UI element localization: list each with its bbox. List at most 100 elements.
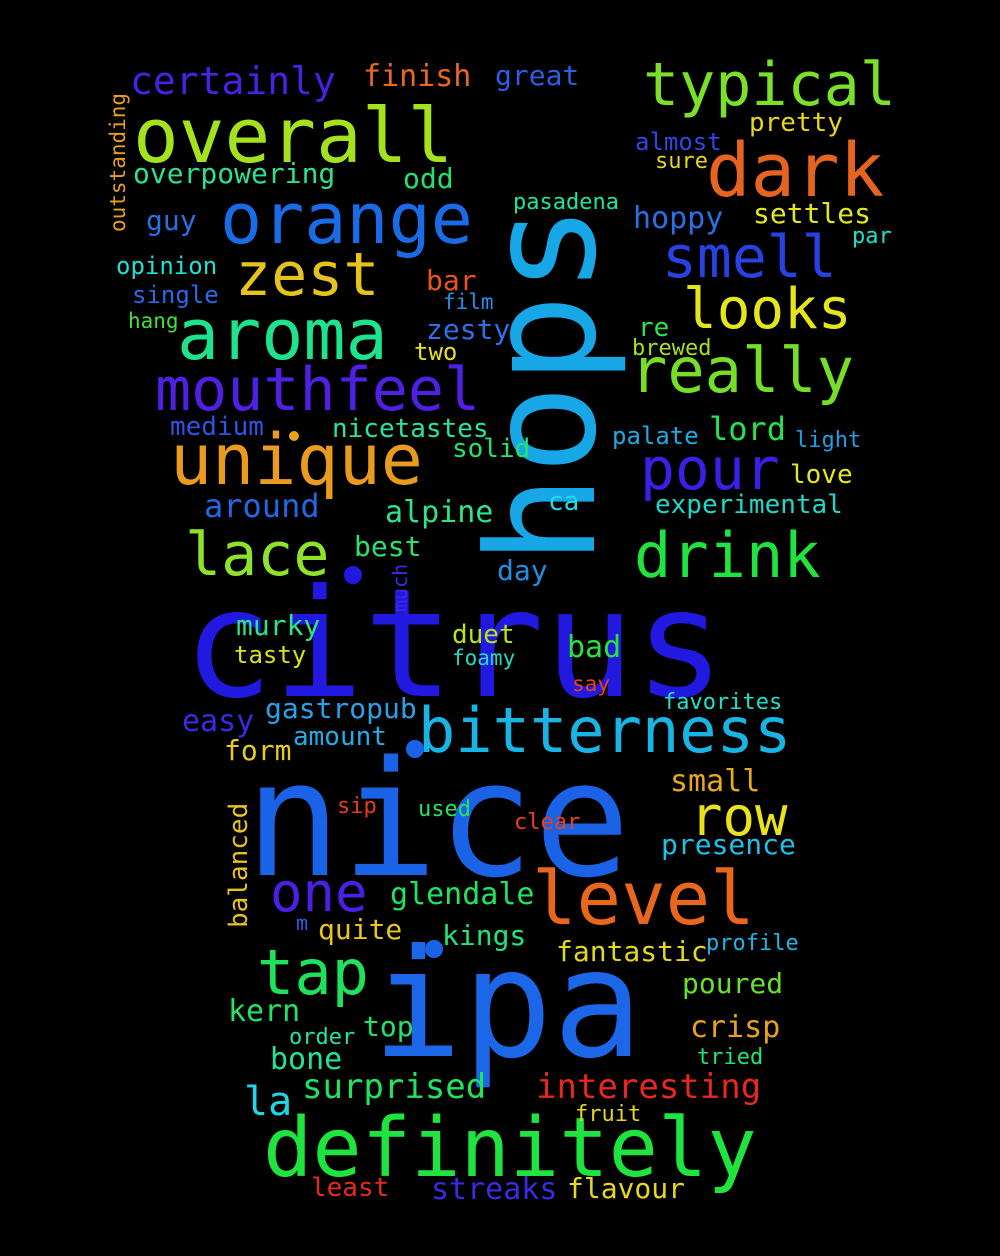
word-sure: sure — [655, 149, 708, 174]
word-pour: pour — [640, 435, 780, 503]
word-sip: sip — [337, 794, 377, 819]
word-poured: poured — [682, 967, 784, 1000]
word-zesty: zesty — [426, 313, 511, 346]
word-experimental: experimental — [655, 490, 843, 520]
word-ca: ca — [548, 487, 580, 517]
word-lord: lord — [709, 410, 787, 448]
word-quite: quite — [318, 913, 403, 946]
word-definitely: definitely — [263, 1101, 757, 1196]
word-citrus: citrus — [183, 558, 725, 732]
word-day: day — [497, 554, 548, 587]
word-drink: drink — [634, 519, 821, 592]
word-easy: easy — [182, 704, 255, 739]
word-single: single — [132, 281, 219, 309]
word-love: love — [790, 460, 853, 490]
word-opinion: opinion — [116, 252, 218, 280]
word-favorites: favorites — [663, 690, 783, 715]
word-dark: dark — [706, 128, 885, 214]
word-hoppy: hoppy — [633, 201, 724, 236]
word-fantastic: fantastic — [556, 935, 708, 968]
word-outstanding: outstanding — [106, 92, 130, 232]
word-row: row — [690, 785, 788, 848]
word-two: two — [414, 338, 458, 366]
word-film: film — [443, 290, 494, 314]
word-much: much — [388, 563, 412, 612]
word-small: small — [670, 764, 761, 799]
word-clear: clear — [514, 810, 581, 835]
word-say: say — [572, 672, 610, 696]
word-pasadena: pasadena — [513, 190, 619, 215]
word-bone: bone — [270, 1042, 343, 1077]
word-palate: palate — [612, 422, 699, 450]
word-least: least — [311, 1173, 390, 1203]
word-amount: amount — [293, 722, 387, 752]
word-really: really — [630, 334, 854, 407]
word-par: par — [852, 224, 892, 249]
word-kings: kings — [442, 919, 527, 952]
word-smell: smell — [662, 223, 837, 291]
word-bad: bad — [567, 630, 622, 665]
word-fruit: fruit — [575, 1102, 642, 1127]
word-presence: presence — [661, 828, 796, 861]
word-great: great — [495, 59, 580, 92]
dot-mark — [406, 740, 424, 758]
word-gastropub: gastropub — [265, 692, 417, 725]
word-certainly: certainly — [130, 59, 336, 103]
word-interesting: interesting — [536, 1067, 762, 1107]
word-nice: nice — [245, 726, 631, 913]
word-murky: murky — [236, 609, 321, 642]
word-mouthfeel: mouthfeel — [155, 355, 481, 425]
word-crisp: crisp — [690, 1010, 781, 1045]
word-re: re — [638, 313, 670, 343]
word-duet: duet — [452, 620, 515, 650]
dot-mark — [425, 940, 443, 958]
word-finish: finish — [363, 59, 472, 94]
word-one: one — [270, 861, 368, 924]
word-kern: kern — [228, 994, 301, 1029]
word-aroma: aroma — [177, 294, 388, 376]
word-top: top — [363, 1010, 414, 1043]
word-settles: settles — [753, 197, 872, 230]
word-best: best — [354, 530, 422, 563]
dot-mark — [344, 566, 362, 584]
word-tap: tap — [257, 936, 369, 1009]
word-bitterness: bitterness — [418, 694, 792, 767]
word-la: la — [244, 1079, 293, 1125]
word-form: form — [224, 734, 292, 767]
word-orange: orange — [220, 178, 473, 260]
word-guy: guy — [146, 204, 197, 237]
word-lace: lace — [185, 520, 330, 590]
word-almost: almost — [635, 128, 722, 156]
word-overpowering: overpowering — [133, 157, 336, 190]
word-light: light — [795, 428, 862, 453]
word-brewed: brewed — [632, 336, 712, 361]
word-m: m — [296, 911, 309, 935]
word-around: around — [204, 487, 320, 525]
word-solid: solid — [452, 434, 531, 464]
word-foamy: foamy — [452, 646, 516, 670]
word-flavour: flavour — [567, 1172, 686, 1205]
word-glendale: glendale — [390, 877, 535, 912]
word-bar: bar — [426, 264, 477, 297]
dot-mark — [289, 431, 299, 441]
word-pretty: pretty — [749, 108, 843, 138]
word-nicetastes: nicetastes — [332, 414, 489, 444]
word-surprised: surprised — [302, 1067, 487, 1107]
word-ipa: ipa — [372, 918, 643, 1092]
word-tasty: tasty — [234, 641, 307, 669]
word-hang: hang — [128, 309, 179, 333]
word-zest: zest — [235, 240, 380, 310]
word-tried: tried — [697, 1045, 764, 1070]
word-used: used — [418, 797, 471, 822]
word-alpine: alpine — [385, 495, 494, 530]
word-order: order — [289, 1025, 356, 1050]
word-odd: odd — [403, 162, 454, 195]
word-profile: profile — [706, 931, 799, 956]
word-balanced: balanced — [224, 802, 254, 928]
word-typical: typical — [643, 50, 896, 120]
word-looks: looks — [683, 277, 852, 342]
word-streaks: streaks — [431, 1172, 558, 1207]
word-medium: medium — [170, 412, 264, 442]
word-level: level — [532, 856, 755, 942]
